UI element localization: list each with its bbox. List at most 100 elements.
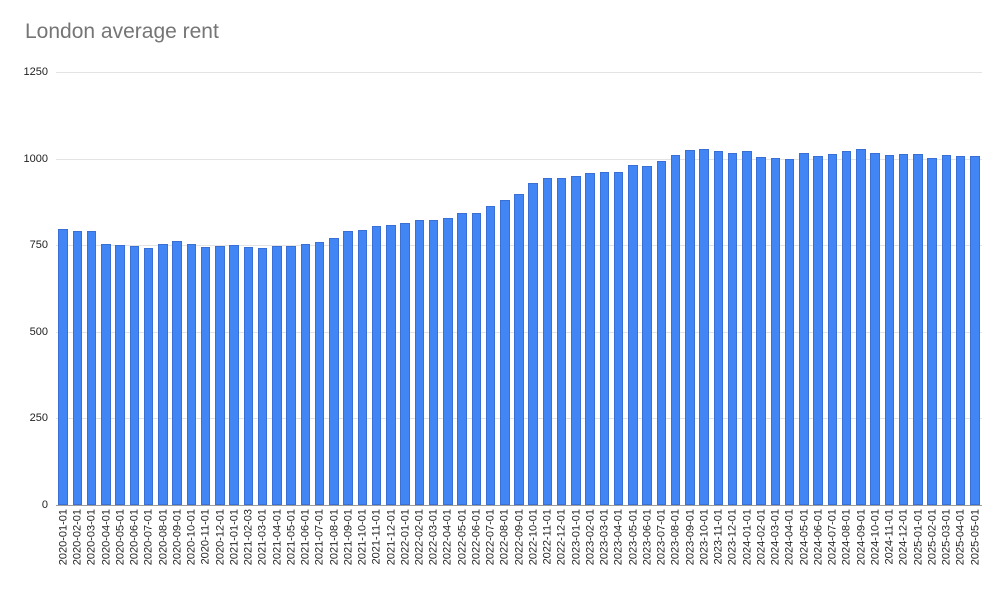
x-tick-text: 2020-02-01 [71, 509, 84, 566]
bar[interactable] [784, 159, 795, 505]
x-tick-text: 2023-05-01 [626, 509, 639, 566]
x-tick-text: 2024-10-01 [869, 509, 882, 566]
x-tick-text: 2020-04-01 [99, 509, 112, 566]
bar[interactable] [628, 165, 638, 505]
bar[interactable] [58, 228, 68, 505]
x-tick-label: 2022-05-01 [456, 509, 468, 575]
bar[interactable] [143, 248, 154, 505]
bar[interactable] [770, 157, 781, 505]
bar[interactable] [599, 172, 610, 505]
bar[interactable] [756, 156, 766, 505]
x-tick-text: 2021-02-03 [242, 509, 255, 566]
bar[interactable] [884, 155, 895, 505]
bar[interactable] [86, 231, 97, 505]
x-tick-label: 2020-02-01 [71, 509, 83, 575]
bar[interactable] [200, 246, 211, 505]
x-tick-label: 2024-05-01 [798, 509, 810, 575]
x-tick-text: 2020-08-01 [156, 509, 169, 566]
bar[interactable] [856, 148, 866, 505]
bar[interactable] [471, 213, 481, 505]
x-tick-label: 2025-03-01 [940, 509, 952, 575]
bar[interactable] [485, 205, 496, 505]
x-tick-text: 2024-11-01 [883, 509, 896, 565]
bar[interactable] [955, 155, 966, 505]
bar[interactable] [300, 243, 311, 505]
x-tick-text: 2022-09-01 [513, 509, 525, 566]
bar[interactable] [257, 248, 268, 505]
bar[interactable] [400, 222, 410, 505]
x-tick-label: 2020-07-01 [143, 509, 155, 575]
x-tick-label: 2022-03-01 [428, 509, 440, 575]
bar[interactable] [898, 154, 909, 505]
x-tick-text: 2022-11-01 [541, 509, 554, 565]
bar[interactable] [414, 219, 425, 505]
x-tick-text: 2022-05-01 [456, 509, 468, 566]
bar[interactable] [927, 157, 937, 505]
x-tick-text: 2021-10-01 [356, 509, 369, 566]
bar[interactable] [314, 242, 325, 505]
x-tick-text: 2022-12-01 [555, 509, 568, 566]
x-tick-text: 2024-03-01 [769, 509, 782, 566]
x-tick-text: 2023-12-01 [726, 509, 739, 566]
x-tick-text: 2022-01-01 [399, 509, 412, 566]
bar[interactable] [742, 151, 752, 505]
x-tick-label: 2021-01-01 [228, 509, 240, 575]
bar[interactable] [329, 237, 339, 505]
bar[interactable] [186, 243, 197, 505]
bar[interactable] [656, 161, 667, 505]
bar[interactable] [371, 225, 382, 505]
bar[interactable] [699, 148, 709, 505]
bar[interactable] [286, 245, 296, 505]
bar[interactable] [585, 173, 595, 505]
bar[interactable] [556, 177, 567, 505]
x-tick-label: 2021-04-01 [271, 509, 283, 575]
x-tick-label: 2023-09-01 [684, 509, 696, 575]
bar[interactable] [343, 231, 353, 505]
bar[interactable] [514, 193, 524, 505]
bar[interactable] [357, 229, 368, 505]
x-tick-text: 2023-04-01 [612, 509, 625, 566]
bar[interactable] [443, 217, 453, 505]
bar[interactable] [841, 150, 852, 505]
bar[interactable] [243, 246, 254, 505]
bar[interactable] [870, 152, 880, 505]
bar[interactable] [727, 152, 738, 505]
y-tick-label: 750 [29, 239, 48, 252]
bar[interactable] [158, 243, 168, 505]
bar[interactable] [457, 213, 467, 505]
bar[interactable] [101, 243, 111, 505]
x-tick-text: 2023-09-01 [683, 509, 696, 566]
bar[interactable] [670, 155, 681, 505]
bar[interactable] [913, 154, 923, 505]
x-tick-text: 2024-12-01 [897, 509, 910, 566]
bar[interactable] [115, 244, 125, 505]
bar[interactable] [272, 245, 282, 505]
bar[interactable] [528, 182, 538, 505]
bar[interactable] [229, 244, 239, 505]
bar[interactable] [713, 150, 724, 505]
bar[interactable] [172, 241, 182, 505]
bar[interactable] [642, 165, 652, 505]
bar[interactable] [827, 153, 838, 505]
x-tick-text: 2024-02-01 [755, 509, 768, 566]
x-tick-label: 2020-12-01 [214, 509, 226, 575]
bar[interactable] [129, 245, 140, 505]
bar[interactable] [386, 225, 396, 505]
bar[interactable] [970, 155, 980, 505]
x-tick-label: 2023-01-01 [570, 509, 582, 575]
x-tick-label: 2024-08-01 [841, 509, 853, 575]
y-tick-label: 250 [29, 412, 48, 425]
bar[interactable] [685, 150, 695, 505]
bar[interactable] [799, 153, 809, 505]
bar[interactable] [215, 245, 225, 505]
bar[interactable] [72, 230, 83, 505]
bar[interactable] [500, 200, 510, 505]
bar[interactable] [542, 177, 553, 505]
bar[interactable] [428, 219, 439, 505]
bar[interactable] [813, 155, 823, 505]
x-tick-label: 2020-10-01 [185, 509, 197, 575]
bar[interactable] [941, 155, 952, 505]
bar[interactable] [571, 175, 581, 505]
x-tick-text: 2023-02-01 [584, 509, 597, 566]
bar[interactable] [613, 172, 624, 505]
